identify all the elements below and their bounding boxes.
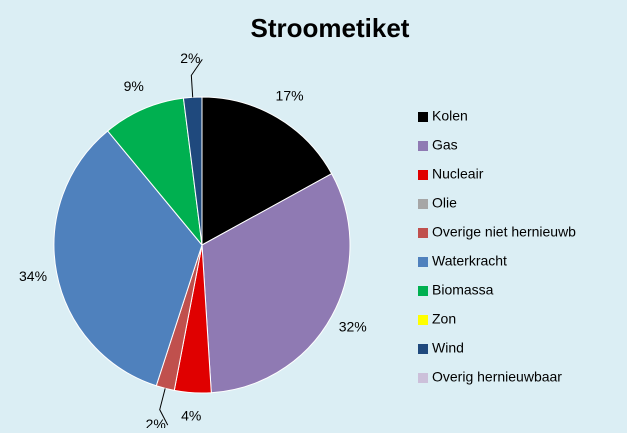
legend-swatch — [418, 286, 428, 296]
legend-swatch — [418, 228, 428, 238]
data-label: 2% — [180, 50, 200, 66]
legend-swatch — [418, 112, 428, 122]
pie-slice — [106, 97, 203, 247]
legend-label: Biomassa — [432, 282, 494, 298]
legend-label: Olie — [432, 195, 457, 211]
legend-swatch — [418, 199, 428, 209]
legend-label: Kolen — [432, 108, 468, 124]
legend-swatch — [418, 373, 428, 383]
legend-label: Overig hernieuwbaar — [432, 369, 562, 385]
legend-swatch — [418, 315, 428, 325]
pie-slice — [201, 173, 351, 394]
leader-line — [190, 59, 203, 98]
legend-swatch — [418, 257, 428, 267]
data-label: 32% — [339, 319, 367, 335]
legend-swatch — [418, 170, 428, 180]
data-label: 4% — [181, 407, 201, 423]
legend-label: Nucleair — [432, 166, 484, 182]
data-label: 17% — [276, 88, 304, 104]
data-label: 9% — [124, 78, 144, 94]
pie-slice — [53, 130, 203, 387]
legend-label: Overige niet hernieuwb — [432, 224, 576, 240]
pie-slice — [182, 96, 203, 246]
legend-label: Waterkracht — [432, 253, 507, 269]
legend-label: Wind — [432, 340, 464, 356]
legend-swatch — [418, 344, 428, 354]
data-label: 34% — [19, 268, 47, 284]
legend-label: Gas — [432, 137, 458, 153]
legend-swatch — [418, 141, 428, 151]
data-label: 2% — [146, 416, 166, 428]
leader-line — [159, 388, 169, 426]
chart-title: Stroometiket — [251, 13, 410, 43]
legend-label: Zon — [432, 311, 456, 327]
pie-slice — [201, 96, 333, 246]
